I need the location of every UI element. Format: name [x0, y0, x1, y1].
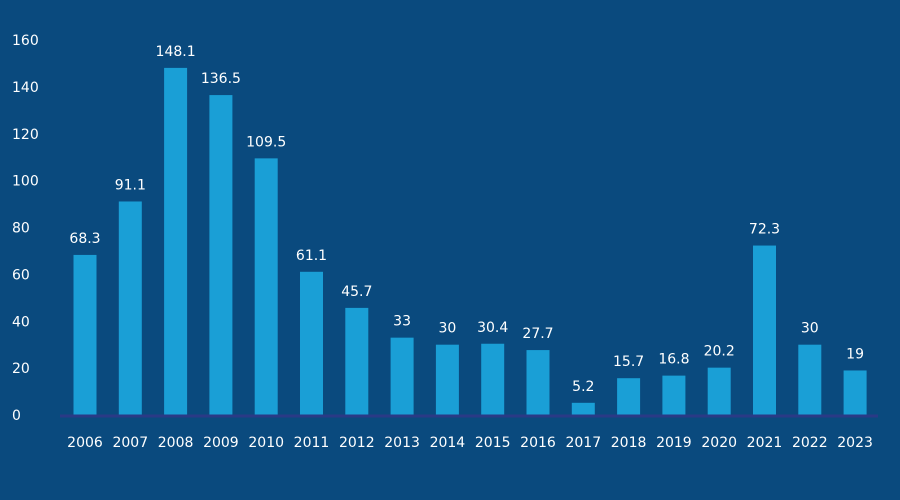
- category-label-2013: 2013: [384, 435, 420, 451]
- category-label-2016: 2016: [520, 435, 556, 451]
- data-label-2021: 72.3: [749, 222, 780, 238]
- bar-2014: [435, 344, 459, 415]
- data-label-2012: 45.7: [341, 284, 372, 300]
- bar-2023: [843, 370, 867, 415]
- y-tick-label: 0: [12, 408, 21, 424]
- category-label-2006: 2006: [67, 435, 103, 451]
- category-label-2015: 2015: [475, 435, 511, 451]
- category-label-2021: 2021: [747, 435, 783, 451]
- data-label-2007: 91.1: [115, 177, 146, 193]
- y-tick-label: 160: [12, 33, 39, 49]
- bar-2015: [481, 343, 505, 415]
- category-label-2020: 2020: [701, 435, 737, 451]
- y-tick-label: 140: [12, 80, 39, 96]
- data-label-2022: 30: [801, 321, 819, 337]
- y-tick-label: 20: [12, 361, 30, 377]
- category-label-2017: 2017: [565, 435, 601, 451]
- data-label-2011: 61.1: [296, 248, 327, 264]
- bar-2019: [662, 375, 686, 415]
- data-label-2023: 19: [846, 346, 864, 362]
- y-tick-label: 80: [12, 221, 30, 237]
- bar-2007: [118, 201, 142, 415]
- category-label-2007: 2007: [112, 435, 148, 451]
- data-label-2010: 109.5: [246, 134, 286, 150]
- category-label-2010: 2010: [248, 435, 284, 451]
- y-axis-ticks: 0 20 40 60 80 100 120 140 160: [12, 33, 39, 424]
- category-label-2019: 2019: [656, 435, 692, 451]
- y-tick-label: 120: [12, 127, 39, 143]
- category-label-2008: 2008: [158, 435, 194, 451]
- bar-2021: [753, 245, 776, 415]
- category-label-2022: 2022: [792, 435, 828, 451]
- data-label-2018: 15.7: [613, 354, 644, 370]
- x-axis-categories: 2006 2007 2008 2009 2010 2011 2012 2013 2014 2015…: [67, 435, 873, 451]
- category-label-2018: 2018: [611, 435, 647, 451]
- bar-2016: [526, 350, 550, 415]
- data-label-2008: 148.1: [156, 44, 196, 60]
- data-label-2006: 68.3: [69, 231, 100, 247]
- bar-2022: [798, 344, 822, 415]
- bar-2011: [300, 271, 323, 415]
- bar-2009: [209, 95, 233, 415]
- bar-2017: [571, 402, 595, 415]
- category-label-2011: 2011: [294, 435, 330, 451]
- data-label-2013: 33: [393, 314, 411, 330]
- category-label-2009: 2009: [203, 435, 239, 451]
- data-label-2015: 30.4: [477, 320, 508, 336]
- data-label-2016: 27.7: [522, 326, 553, 342]
- data-label-2020: 20.2: [704, 344, 735, 360]
- y-tick-label: 40: [12, 314, 30, 330]
- category-label-2014: 2014: [430, 435, 466, 451]
- bar-2020: [707, 367, 731, 415]
- bar-2006: [73, 254, 97, 415]
- bar-2012: [345, 307, 369, 415]
- y-tick-label: 60: [12, 267, 30, 283]
- data-label-2017: 5.2: [572, 379, 594, 395]
- bar-2013: [390, 337, 414, 415]
- data-label-2014: 30: [438, 321, 456, 337]
- bar-2018: [617, 378, 641, 415]
- data-label-2009: 136.5: [201, 71, 241, 87]
- y-tick-label: 100: [12, 174, 39, 190]
- bar-2010: [254, 158, 278, 415]
- category-label-2023: 2023: [837, 435, 873, 451]
- bars: 68.3 91.1 148.1 136.5 109.5 61.1 45.7 33 30 30.4 2…: [69, 44, 867, 415]
- bar-2008: [164, 67, 188, 415]
- data-label-2019: 16.8: [658, 352, 689, 368]
- category-label-2012: 2012: [339, 435, 375, 451]
